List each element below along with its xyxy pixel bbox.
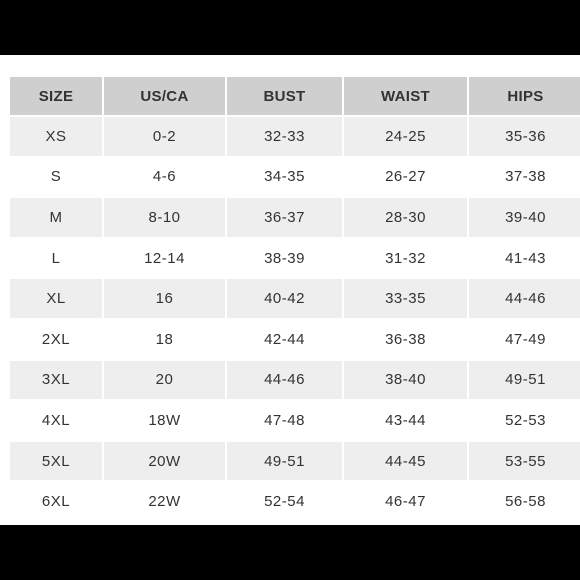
cell-waist: 26-27	[344, 157, 467, 199]
cell-size: 2XL	[10, 319, 102, 361]
cell-hips: 41-43	[469, 238, 580, 280]
cell-size: 5XL	[10, 441, 102, 483]
cell-size: 4XL	[10, 401, 102, 442]
cell-waist: 36-38	[344, 319, 467, 361]
cell-hips: 53-55	[469, 441, 580, 483]
cell-hips: 56-58	[469, 482, 580, 523]
table-row: 3XL 20 44-46 38-40 49-51	[10, 360, 580, 402]
cell-bust: 34-35	[227, 157, 342, 199]
cell-hips: 39-40	[469, 198, 580, 239]
cell-waist: 46-47	[344, 482, 467, 523]
cell-us-ca: 18W	[104, 401, 225, 442]
cell-us-ca: 16	[104, 279, 225, 320]
table-row: XL 16 40-42 33-35 44-46	[10, 279, 580, 320]
cell-size: L	[10, 238, 102, 280]
cell-bust: 49-51	[227, 441, 342, 483]
table-row: XS 0-2 32-33 24-25 35-36	[10, 117, 580, 158]
cell-hips: 44-46	[469, 279, 580, 320]
cell-waist: 38-40	[344, 360, 467, 402]
cell-bust: 52-54	[227, 482, 342, 523]
cell-size: S	[10, 157, 102, 199]
header-size: SIZE	[10, 77, 102, 117]
cell-bust: 40-42	[227, 279, 342, 320]
table-row: 6XL 22W 52-54 46-47 56-58	[10, 482, 580, 523]
size-chart-table: SIZE US/CA BUST WAIST HIPS XS 0-2 32-33 …	[8, 77, 580, 523]
cell-hips: 37-38	[469, 157, 580, 199]
cell-bust: 38-39	[227, 238, 342, 280]
header-waist: WAIST	[344, 77, 467, 117]
header-us-ca: US/CA	[104, 77, 225, 117]
cell-size: XL	[10, 279, 102, 320]
table-row: S 4-6 34-35 26-27 37-38	[10, 157, 580, 199]
cell-waist: 24-25	[344, 117, 467, 158]
cell-hips: 47-49	[469, 319, 580, 361]
table-row: 5XL 20W 49-51 44-45 53-55	[10, 441, 580, 483]
table-row: 2XL 18 42-44 36-38 47-49	[10, 319, 580, 361]
cell-us-ca: 20	[104, 360, 225, 402]
cell-hips: 35-36	[469, 117, 580, 158]
cell-bust: 36-37	[227, 198, 342, 239]
cell-bust: 44-46	[227, 360, 342, 402]
size-chart-panel: SIZE US/CA BUST WAIST HIPS XS 0-2 32-33 …	[0, 55, 580, 525]
cell-us-ca: 22W	[104, 482, 225, 523]
cell-hips: 49-51	[469, 360, 580, 402]
cell-waist: 31-32	[344, 238, 467, 280]
cell-waist: 33-35	[344, 279, 467, 320]
cell-us-ca: 8-10	[104, 198, 225, 239]
cell-bust: 42-44	[227, 319, 342, 361]
header-hips: HIPS	[469, 77, 580, 117]
cell-waist: 28-30	[344, 198, 467, 239]
cell-us-ca: 12-14	[104, 238, 225, 280]
cell-us-ca: 20W	[104, 441, 225, 483]
cell-hips: 52-53	[469, 401, 580, 442]
cell-us-ca: 0-2	[104, 117, 225, 158]
header-row: SIZE US/CA BUST WAIST HIPS	[10, 77, 580, 117]
cell-bust: 32-33	[227, 117, 342, 158]
cell-size: 6XL	[10, 482, 102, 523]
cell-bust: 47-48	[227, 401, 342, 442]
table-row: L 12-14 38-39 31-32 41-43	[10, 238, 580, 280]
table-row: 4XL 18W 47-48 43-44 52-53	[10, 401, 580, 442]
cell-waist: 44-45	[344, 441, 467, 483]
table-row: M 8-10 36-37 28-30 39-40	[10, 198, 580, 239]
cell-size: XS	[10, 117, 102, 158]
cell-us-ca: 18	[104, 319, 225, 361]
cell-us-ca: 4-6	[104, 157, 225, 199]
cell-size: M	[10, 198, 102, 239]
cell-waist: 43-44	[344, 401, 467, 442]
header-bust: BUST	[227, 77, 342, 117]
cell-size: 3XL	[10, 360, 102, 402]
